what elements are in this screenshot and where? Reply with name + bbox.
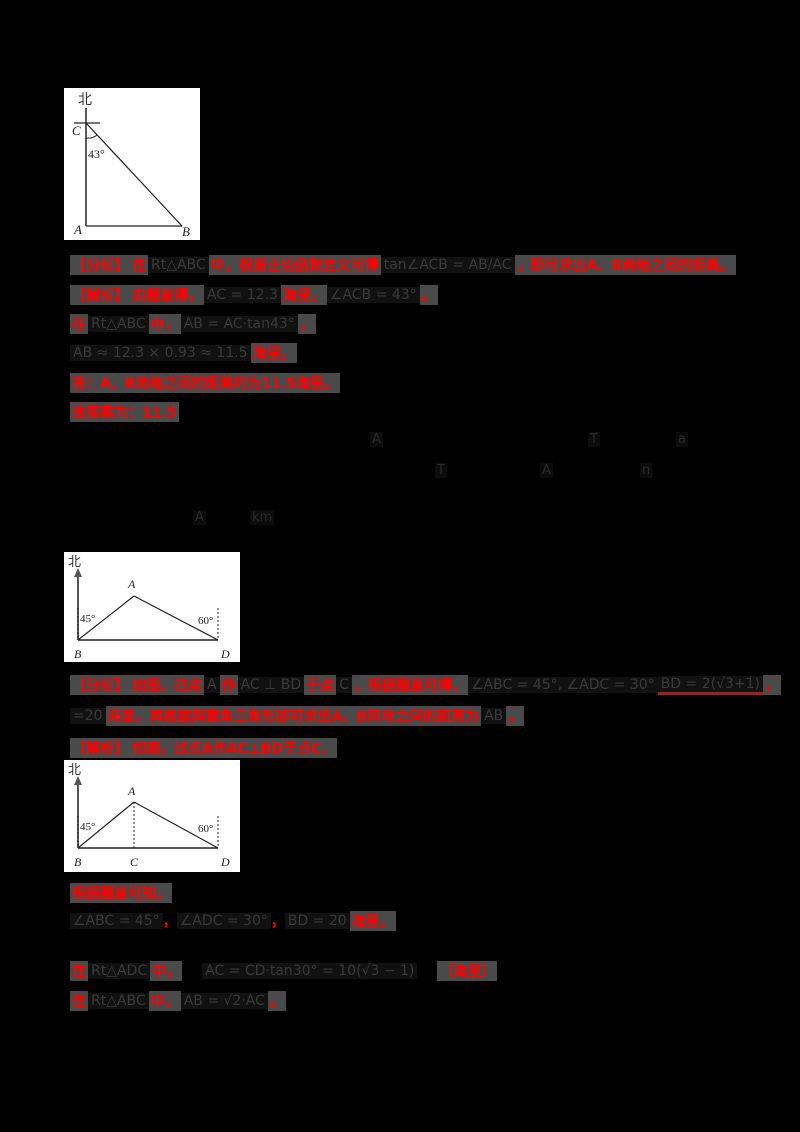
svg-text:B: B: [74, 647, 82, 661]
svg-text:60°: 60°: [198, 615, 213, 627]
p1-line3: 在 Rt△ABC 中， AB = AC·tan43° ，: [70, 313, 316, 335]
math-expression: ∠ACB = 43°: [326, 287, 420, 303]
faint-mark: A: [193, 510, 206, 525]
p2-line-c: 在 Rt△ADC 中， AC = CD·tan30° = 10(√3 − 1) …: [70, 960, 498, 982]
north-label: 北: [78, 92, 92, 108]
p2-analysis-line2: =20 海里，再根据解直角三角形即可求出A、B两地之间的距离为 AB 。: [70, 705, 525, 727]
math-expression: Rt△ADC: [88, 963, 151, 979]
svg-text:D: D: [220, 647, 230, 661]
text: 中，: [150, 961, 183, 981]
svg-text:北: 北: [68, 554, 81, 569]
p2-line-b: ∠ABC = 45° ， ∠ADC = 30° ， BD = 20 海里，: [70, 910, 396, 932]
math-expression: ∠ABC = 45°, ∠ADC = 30°: [467, 677, 658, 693]
analysis-tag: 【分析】: [70, 675, 130, 695]
svg-text:60°: 60°: [198, 823, 213, 835]
math-expression: BD = 2(√3+1): [657, 675, 764, 695]
p1-analysis-line: 【分析】 在 Rt△ABC 中，根据正切函数定义可得 tan∠ACB = AB/…: [70, 254, 737, 276]
text: 在: [70, 961, 88, 981]
solution-tag: 【解析】: [70, 738, 130, 758]
text: 海里。: [250, 343, 297, 363]
p1-solution-line: 【解析】 由题意得， AC = 12.3 海里， ∠ACB = 43° 。: [70, 284, 438, 306]
triangle-diagram: 北 A 45° 60° B C D: [68, 762, 230, 869]
faint-mark: a: [676, 432, 688, 447]
faint-mark: km: [250, 510, 275, 525]
svg-text:45°: 45°: [80, 613, 95, 625]
text: ，根据题意可得，: [351, 675, 468, 695]
math-expression: AB = AC·tan43°: [180, 316, 298, 332]
analysis-tag: 【分析】: [70, 255, 130, 275]
p1-line5: 答：A、B两地之间的距离约为11.5海里。: [70, 372, 341, 394]
figure-right-triangle-north: 北 C 43° A B: [64, 88, 200, 240]
math-expression: =20: [70, 708, 106, 724]
final-answer: 故答案为：11.5: [70, 402, 179, 422]
math-expression: AC = CD·tan30° = 10(√3 − 1): [202, 963, 418, 979]
math-expression: ∠ABC = 45°: [70, 913, 163, 929]
math-expression: AC = 12.3: [204, 287, 281, 303]
svg-text:D: D: [220, 855, 230, 869]
figure-triangle-abd-with-altitude: 北 A 45° 60° B C D: [64, 760, 240, 872]
text: 于点: [304, 675, 337, 695]
math-expression: Rt△ABC: [88, 316, 149, 332]
p1-line6: 故答案为：11.5: [70, 401, 179, 423]
math-expression: Rt△ABC: [148, 257, 209, 273]
text: 在: [70, 314, 88, 334]
math-expression: ∠ADC = 30°: [176, 913, 271, 929]
answer-text: 答：A、B两地之间的距离约为11.5海里。: [70, 373, 341, 393]
p2-solution-line: 【解析】 如图，过点A作AC⊥BD于点C，: [70, 737, 338, 759]
faint-mark: A: [540, 463, 553, 478]
math-expression: AB ≈ 12.3 × 0.93 ≈ 11.5: [70, 345, 251, 361]
text: 中，: [148, 314, 181, 334]
svg-text:C: C: [130, 855, 139, 869]
math-expression: BD = 20: [284, 913, 350, 929]
figure-triangle-abd: 北 A 45° 60° B D: [64, 552, 240, 662]
text: 海里，: [349, 911, 396, 931]
faint-mark: n: [640, 463, 653, 478]
text: 。: [267, 991, 286, 1011]
text: （海里）: [437, 961, 498, 981]
svg-text:A: A: [127, 784, 136, 798]
svg-text:A: A: [73, 222, 82, 237]
p2-analysis-line: 【分析】 如图，过点 A 作 AC ⊥ BD 于点 C ，根据题意可得， ∠AB…: [70, 674, 782, 696]
text: ，即可求出A、B两地之间的距离。: [514, 255, 737, 275]
text: 作: [219, 675, 238, 695]
svg-text:B: B: [74, 855, 82, 869]
text: ，: [763, 675, 782, 695]
p1-line4: AB ≈ 12.3 × 0.93 ≈ 11.5 海里。: [70, 342, 297, 364]
faint-mark: A: [370, 432, 383, 447]
text: 中，: [148, 991, 181, 1011]
svg-text:北: 北: [68, 762, 81, 777]
svg-text:45°: 45°: [80, 821, 95, 833]
text: ，: [297, 314, 316, 334]
text: 在: [130, 255, 148, 275]
triangle-diagram: 北 C 43° A B: [72, 92, 190, 239]
faint-mark: T: [588, 432, 600, 447]
solution-tag: 【解析】: [70, 285, 130, 305]
text: 在: [70, 991, 88, 1011]
text: 海里，: [280, 285, 327, 305]
svg-text:A: A: [127, 577, 136, 591]
math-expression: A: [204, 677, 220, 693]
text: 如图，过点: [130, 675, 204, 695]
svg-text:B: B: [182, 224, 190, 239]
text: 由题意得，: [130, 285, 204, 305]
text: 根据题意可知，: [70, 883, 172, 903]
faint-mark: T: [435, 463, 447, 478]
math-expression: C: [336, 677, 352, 693]
math-expression: AC ⊥ BD: [237, 677, 305, 693]
math-expression: Rt△ABC: [88, 993, 149, 1009]
text: 。: [506, 706, 525, 726]
text: 如图，过点A作AC⊥BD于点C，: [130, 738, 338, 758]
text: 。: [419, 285, 438, 305]
text: 中，根据正切函数定义可得: [208, 255, 381, 275]
text: 海里，再根据解直角三角形即可求出A、B两地之间的距离为: [105, 706, 482, 726]
math-expression: AB = √2·AC: [180, 993, 268, 1009]
triangle-diagram: 北 A 45° 60° B D: [68, 554, 230, 661]
svg-text:43°: 43°: [88, 147, 105, 161]
p2-line-a: 根据题意可知，: [70, 882, 172, 904]
svg-text:C: C: [72, 123, 81, 138]
p2-line-d: 在 Rt△ABC 中， AB = √2·AC 。: [70, 990, 286, 1012]
math-expression: tan∠ACB = AB/AC: [380, 257, 515, 273]
math-expression: AB: [481, 708, 507, 724]
